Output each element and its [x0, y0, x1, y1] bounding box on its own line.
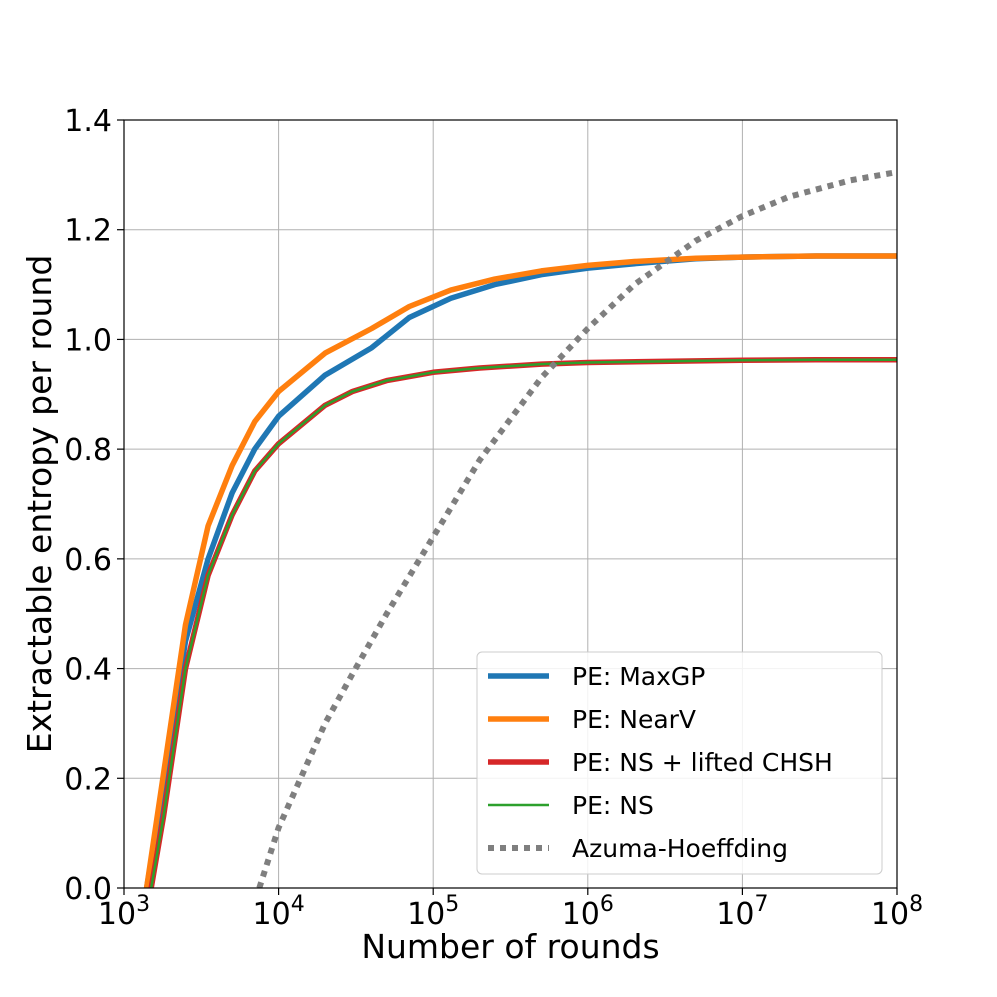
legend-label: PE: NS	[572, 791, 654, 820]
x-tick-label: 104	[253, 892, 305, 932]
series-line-pe-ns	[149, 358, 897, 888]
series-layer	[143, 169, 897, 888]
x-tick-exponent: 6	[600, 892, 614, 917]
y-tick-label: 0.8	[64, 433, 112, 468]
x-tick-exponent: 5	[445, 892, 459, 917]
series-line-azuma-hoeffding	[256, 169, 897, 888]
legend: PE: MaxGP PE: NearV PE: NS + lifted CHSH PE…	[476, 651, 883, 875]
x-tick-base: 10	[407, 897, 445, 932]
y-axis-title: Extractable entropy per round	[20, 255, 59, 754]
y-tick-label: 0.0	[64, 872, 112, 907]
x-tick-exponent: 3	[136, 892, 150, 917]
y-tick-label: 1.4	[64, 104, 112, 139]
series-line-pe-nearv	[143, 253, 897, 888]
legend-label: PE: MaxGP	[572, 662, 705, 691]
plot-frame	[123, 119, 898, 889]
legend-label: PE: NS + lifted CHSH	[572, 748, 833, 777]
x-axis-title: Number of rounds	[361, 927, 659, 966]
x-tick-base: 10	[253, 897, 291, 932]
x-tick-base: 10	[562, 897, 600, 932]
y-tick-label: 1.2	[64, 214, 112, 249]
x-tick-exponent: 7	[754, 892, 768, 917]
x-tick-label: 106	[562, 892, 614, 932]
x-tick-base: 10	[871, 897, 909, 932]
y-tick-label: 0.4	[64, 653, 112, 688]
x-tick-label: 107	[716, 892, 768, 932]
x-tick-exponent: 4	[291, 892, 305, 917]
x-tick-label: 105	[407, 892, 459, 932]
x-tick-base: 10	[716, 897, 754, 932]
x-tick-exponent: 8	[909, 892, 923, 917]
x-tick-base: 10	[98, 897, 136, 932]
y-tick-label: 1.0	[64, 323, 112, 358]
legend-label: Azuma-Hoeffding	[572, 834, 788, 863]
x-tick-label: 103	[98, 892, 150, 932]
legend-label: PE: NearV	[572, 705, 696, 734]
x-tick-label: 108	[871, 892, 923, 932]
ticks: 103 104 105 106 107 1080.00.20.40.60.81.01.21…	[64, 104, 923, 932]
y-tick-label: 0.6	[64, 543, 112, 578]
y-tick-label: 0.2	[64, 762, 112, 797]
legend-box	[476, 651, 883, 875]
